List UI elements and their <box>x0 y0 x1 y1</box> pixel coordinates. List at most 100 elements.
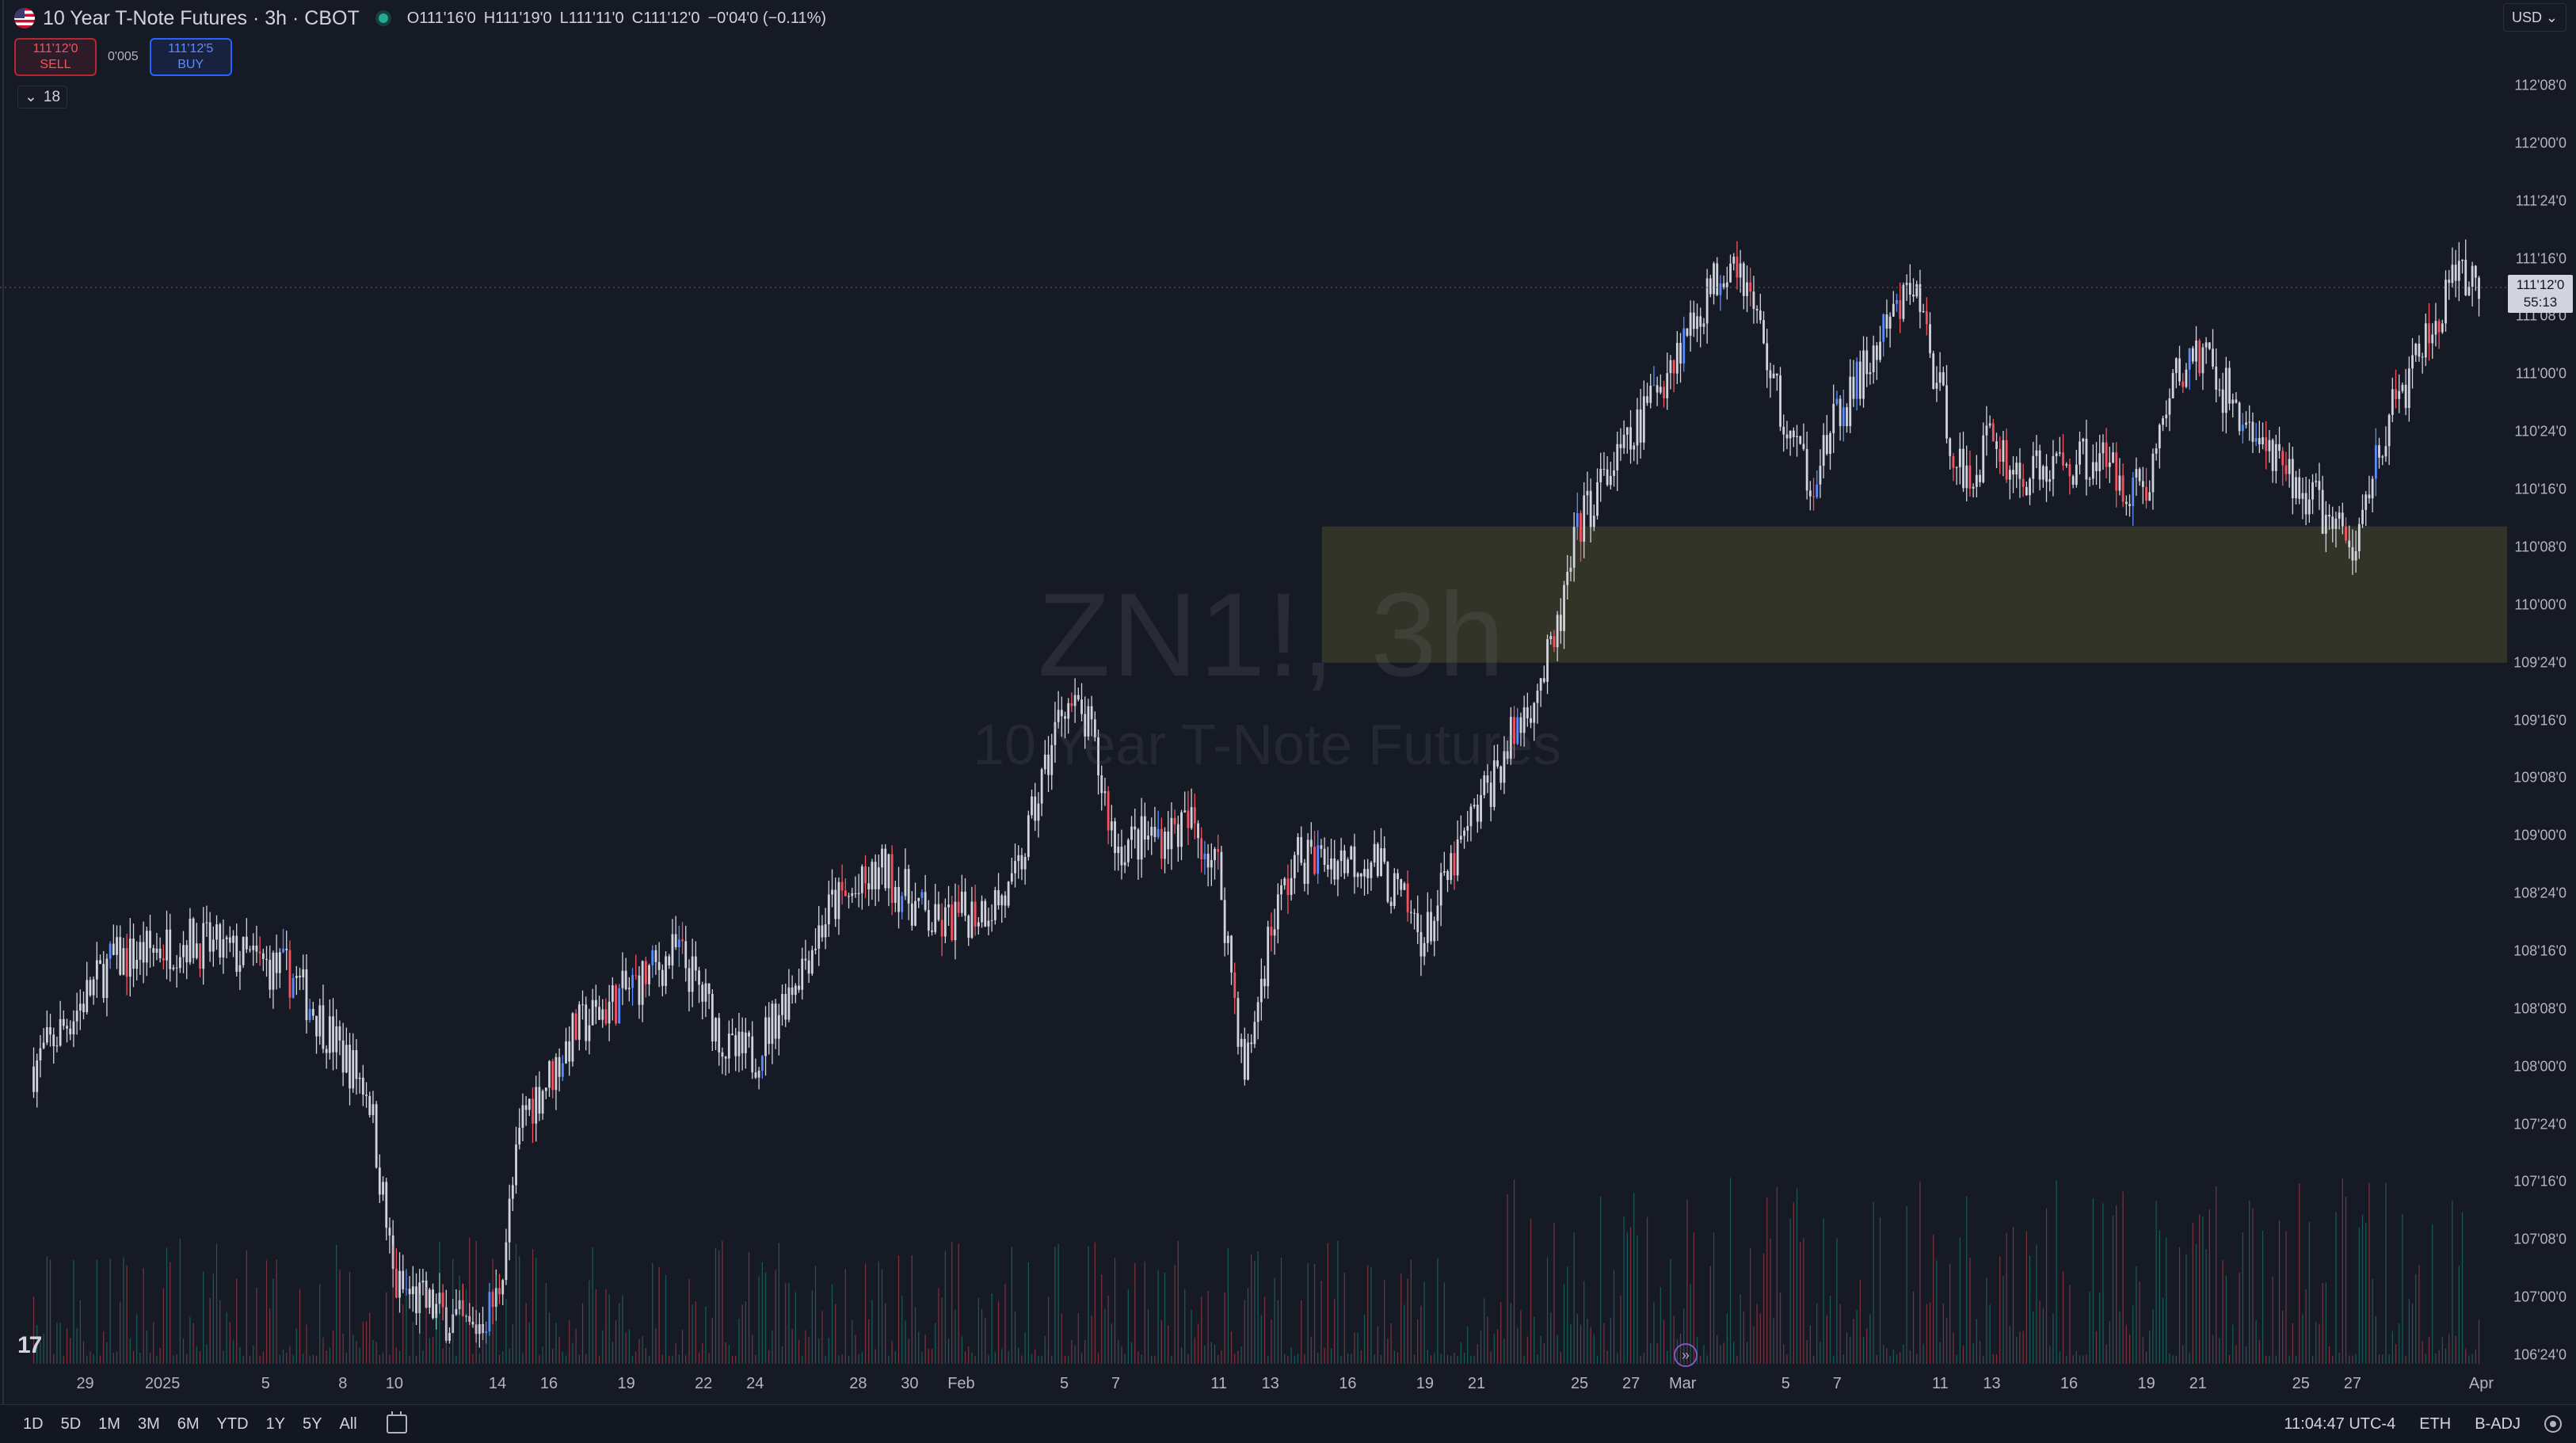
candle-body <box>1742 263 1745 296</box>
candle-body <box>568 1041 571 1062</box>
chevron-down-icon: ⌄ <box>2545 9 2558 25</box>
candle-body <box>1313 847 1316 874</box>
candle-body <box>2248 421 2251 423</box>
candle-body <box>2022 478 2025 487</box>
clock-time[interactable]: 11:04:47 UTC-4 <box>2284 1414 2396 1433</box>
period-button-5d[interactable]: 5D <box>60 1415 82 1433</box>
candle-body <box>831 889 833 895</box>
price-axis[interactable]: 112'08'0 112'00'0 111'24'0 111'16'0 111'08'0… <box>2508 32 2576 1378</box>
candle-body <box>1839 398 1842 427</box>
period-button-1y[interactable]: 1Y <box>265 1415 286 1433</box>
candle-body <box>1592 516 1595 527</box>
candle-body <box>2445 280 2447 324</box>
go-to-realtime-icon[interactable]: » <box>1674 1343 1698 1367</box>
last-price-tag[interactable]: 111'12'0 55:13 <box>2508 275 2573 314</box>
candle-body <box>2265 437 2268 451</box>
candle-body <box>688 968 691 992</box>
symbol-title[interactable]: 10 Year T-Note Futures · 3h · CBOT <box>43 6 360 29</box>
candle-body <box>2148 492 2151 501</box>
gear-icon[interactable] <box>2544 1415 2562 1433</box>
candle-body <box>1682 328 1686 364</box>
candle-body <box>1017 855 1020 862</box>
candle-body <box>1722 283 1725 287</box>
candle-body <box>993 890 996 920</box>
market-status-icon[interactable] <box>378 13 388 23</box>
candle-body <box>541 1091 544 1114</box>
candle-body <box>1020 855 1023 870</box>
candle-body <box>594 999 597 1007</box>
adjustment-toggle[interactable]: B-ADJ <box>2475 1414 2521 1433</box>
period-button-3m[interactable]: 3M <box>137 1415 160 1433</box>
candle-body <box>1589 490 1592 527</box>
candle-body <box>1433 920 1436 942</box>
candle-body <box>299 976 301 978</box>
candle-body <box>1064 716 1066 719</box>
time-axis-label: 29 <box>76 1375 94 1392</box>
candle-body <box>1123 862 1126 866</box>
candle-body <box>345 1045 348 1073</box>
sell-button[interactable]: 111'12'0 SELL <box>14 38 97 76</box>
buy-button[interactable]: 111'12'5 BUY <box>149 38 232 76</box>
candle-body <box>278 952 281 973</box>
candle-body <box>1040 769 1043 804</box>
candle-body <box>2365 494 2368 510</box>
tradingview-logo-icon[interactable]: 17 <box>17 1332 42 1358</box>
indicators-toggle-button[interactable]: ⌄ 18 <box>17 86 68 109</box>
time-axis-label: 25 <box>1570 1375 1589 1392</box>
candle-body <box>1536 691 1539 703</box>
candle-body <box>1309 840 1313 847</box>
candle-body <box>924 892 927 910</box>
candle-body <box>548 1060 551 1088</box>
time-axis-label: 7 <box>1832 1375 1842 1392</box>
period-button-5y[interactable]: 5Y <box>303 1415 322 1433</box>
candle-body <box>854 893 857 894</box>
calendar-icon[interactable] <box>386 1411 407 1433</box>
candle-body <box>724 1057 727 1059</box>
candle-body <box>292 977 295 998</box>
candle-body <box>185 945 189 963</box>
candle-body <box>1353 846 1356 878</box>
candle-body <box>202 923 205 969</box>
candle-body <box>2141 481 2144 487</box>
candle-body <box>2195 340 2197 362</box>
candle-body <box>987 920 990 927</box>
support-zone-rectangle[interactable] <box>1321 526 2507 663</box>
period-button-6m[interactable]: 6M <box>177 1415 200 1433</box>
candle-body <box>1802 444 1805 449</box>
candle-body <box>1237 998 1240 1047</box>
candle-body <box>1872 345 1875 373</box>
candle-body <box>1273 929 1276 936</box>
period-button-all[interactable]: All <box>339 1415 357 1433</box>
candle-body <box>2085 438 2088 480</box>
currency-select[interactable]: USD ⌄ <box>2503 3 2566 32</box>
candle-body <box>2182 381 2185 387</box>
period-button-1d[interactable]: 1D <box>23 1415 44 1433</box>
candle-body <box>2251 421 2254 442</box>
candle-body <box>807 960 810 974</box>
candle-body <box>1975 474 1978 487</box>
candle-body <box>910 903 913 926</box>
time-axis-label: Apr <box>2468 1375 2494 1392</box>
period-button-1m[interactable]: 1M <box>98 1415 120 1433</box>
candle-body <box>1436 905 1439 921</box>
time-axis-label: 13 <box>1983 1375 2001 1392</box>
candle-body <box>701 984 704 1002</box>
candle-body <box>804 958 807 961</box>
candle-body <box>798 985 800 990</box>
candle-body <box>2012 470 2014 475</box>
buy-label: BUY <box>177 58 204 71</box>
symbol-header[interactable]: 10 Year T-Note Futures · 3h · CBOT O111'… <box>14 5 826 32</box>
candle-body <box>2178 358 2181 382</box>
candle-body <box>1642 396 1645 443</box>
candle-body <box>954 901 957 941</box>
candle-body <box>2221 389 2224 413</box>
candle-body <box>195 943 198 958</box>
candle-body <box>681 939 684 942</box>
candle-body <box>2457 261 2460 281</box>
candle-body <box>448 1333 451 1341</box>
period-button-ytd[interactable]: YTD <box>216 1415 249 1433</box>
candle-body <box>718 1018 721 1053</box>
candle-body <box>1150 827 1153 836</box>
session-toggle[interactable]: ETH <box>2419 1414 2452 1433</box>
